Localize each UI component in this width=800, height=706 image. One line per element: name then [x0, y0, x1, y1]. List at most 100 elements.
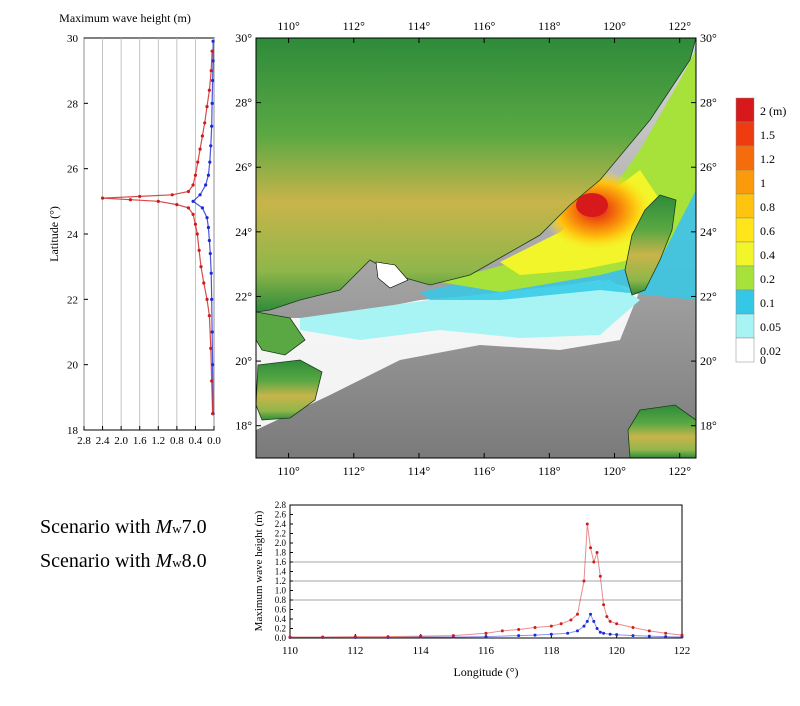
left-data-point	[210, 124, 214, 128]
map-ticks: 110° 110° 112° 112° 114° 114° 116° 116° 118° 118°…	[235, 19, 717, 478]
bottom-data-point	[517, 627, 521, 631]
legend-label: 0.8	[760, 200, 775, 214]
bottom-data-point	[566, 631, 570, 635]
map-lat-label-left: 24°	[235, 225, 252, 239]
bottom-data-point	[575, 629, 579, 633]
bottom-data-point	[615, 633, 619, 637]
left-data-point	[199, 265, 203, 269]
bottom-plot-xlabel: Longitude (°)	[453, 665, 518, 679]
left-data-point	[206, 173, 211, 177]
left-xtick-label: 2.0	[114, 435, 128, 447]
map-lat-label-left: 28°	[235, 96, 252, 110]
bottom-data-point	[608, 619, 612, 623]
left-xtick-label: 2.4	[96, 435, 110, 447]
legend-swatch	[735, 217, 755, 243]
map-lat-label-right: 20°	[700, 354, 717, 368]
bottom-data-point	[615, 622, 619, 626]
bottom-data-point	[595, 551, 599, 554]
left-data-point	[205, 216, 209, 220]
legend-label: 2 (m)	[760, 104, 786, 118]
legend-swatch	[735, 313, 755, 339]
left-plot-ticks: 2.8 2.4 2.0 1.6 1.2 0.8 0.4 0.0 18 20 22 24 26 28 30	[67, 33, 221, 447]
bottom-data-point	[484, 635, 488, 639]
legend-label: 0.02	[760, 344, 781, 358]
left-data-point	[186, 206, 191, 210]
left-xtick-label: 1.6	[133, 435, 147, 447]
bottom-ytick-label: 1.2	[275, 576, 286, 586]
bottom-data-point	[664, 635, 668, 639]
left-ytick-label: 22	[67, 294, 78, 306]
scenario-w: w	[172, 555, 182, 570]
left-ytick-label: 28	[67, 98, 79, 110]
left-plot-points	[100, 39, 215, 416]
bottom-data-point	[549, 624, 553, 628]
bottom-data-point	[592, 619, 596, 623]
map-lat-label-left: 18°	[235, 419, 252, 433]
map-lon-label-top: 118°	[538, 19, 561, 33]
left-data-point	[186, 189, 191, 194]
bottom-series-trace	[290, 523, 683, 638]
bottom-data-point	[451, 634, 455, 638]
legend-label: 0.05	[760, 320, 781, 334]
left-data-point	[203, 121, 207, 125]
left-data-point	[193, 222, 198, 226]
map-lon-label-top: 116°	[473, 19, 496, 33]
left-data-point	[210, 330, 214, 334]
map-lat-label-right: 28°	[700, 96, 717, 110]
left-data-point	[202, 281, 206, 285]
scenario-m: M	[155, 550, 173, 572]
left-ytick-label: 18	[67, 425, 79, 437]
bottom-data-point	[589, 612, 593, 616]
left-data-point	[200, 206, 204, 210]
legend-swatch	[735, 265, 755, 291]
bottom-data-point	[631, 634, 635, 638]
bottom-xtick-label: 118	[543, 645, 560, 657]
bottom-data-point	[288, 635, 292, 639]
bottom-xtick-label: 114	[413, 645, 430, 657]
left-plot-gridlines	[83, 38, 215, 430]
map-lon-label-top: 110°	[277, 19, 300, 33]
left-data-point	[191, 183, 195, 187]
left-data-point	[191, 199, 195, 203]
scenario-w: w	[172, 521, 182, 536]
left-data-point	[100, 196, 105, 200]
bottom-data-point	[598, 574, 602, 578]
left-plot-title: Maximum wave height (m)	[59, 11, 191, 25]
luzon-island	[627, 404, 696, 458]
bottom-ytick-label: 1.0	[275, 586, 287, 596]
scenario-label-mw80: Scenario with Mw8.0	[40, 550, 207, 573]
map-lon-label-top: 120°	[603, 19, 626, 33]
leizhou-peninsula	[256, 311, 306, 356]
scenario-mag: 7.0	[181, 516, 207, 538]
left-data-point	[204, 183, 208, 187]
bottom-data-point	[647, 629, 651, 633]
scenario-prefix: Scenario with	[40, 516, 156, 538]
map-lat-label-left: 20°	[235, 354, 252, 368]
map-lat-label-left: 26°	[235, 160, 252, 174]
bottom-data-point	[680, 633, 684, 637]
left-data-point	[211, 78, 215, 83]
legend-swatch	[735, 121, 755, 147]
legend-swatch	[735, 337, 755, 363]
left-xtick-label: 1.2	[151, 435, 165, 447]
left-xtick-label: 0.4	[189, 435, 203, 447]
bottom-ytick-label: 0.6	[275, 605, 287, 615]
left-data-point	[175, 203, 179, 207]
legend-swatch	[735, 241, 755, 267]
scenario-mag: 8.0	[181, 550, 207, 572]
left-data-point	[209, 271, 213, 275]
map-lon-label-top: 122°	[668, 19, 691, 33]
left-data-point	[205, 297, 209, 301]
left-plot-frame	[83, 37, 215, 431]
left-data-point	[196, 160, 200, 164]
legend-swatch	[735, 289, 755, 315]
bottom-ytick-label: 2.4	[275, 519, 287, 529]
left-data-point	[210, 297, 214, 301]
bottom-data-point	[500, 629, 504, 633]
left-wave-plot: Maximum wave height (m) 2.8 2.4 2.0 1.6 1.2 0…	[47, 11, 221, 447]
legend-label: 0.2	[760, 272, 775, 286]
map-lat-label-left: 30°	[235, 31, 252, 45]
left-data-point	[193, 173, 198, 177]
bottom-ytick-label: 1.6	[275, 557, 287, 567]
